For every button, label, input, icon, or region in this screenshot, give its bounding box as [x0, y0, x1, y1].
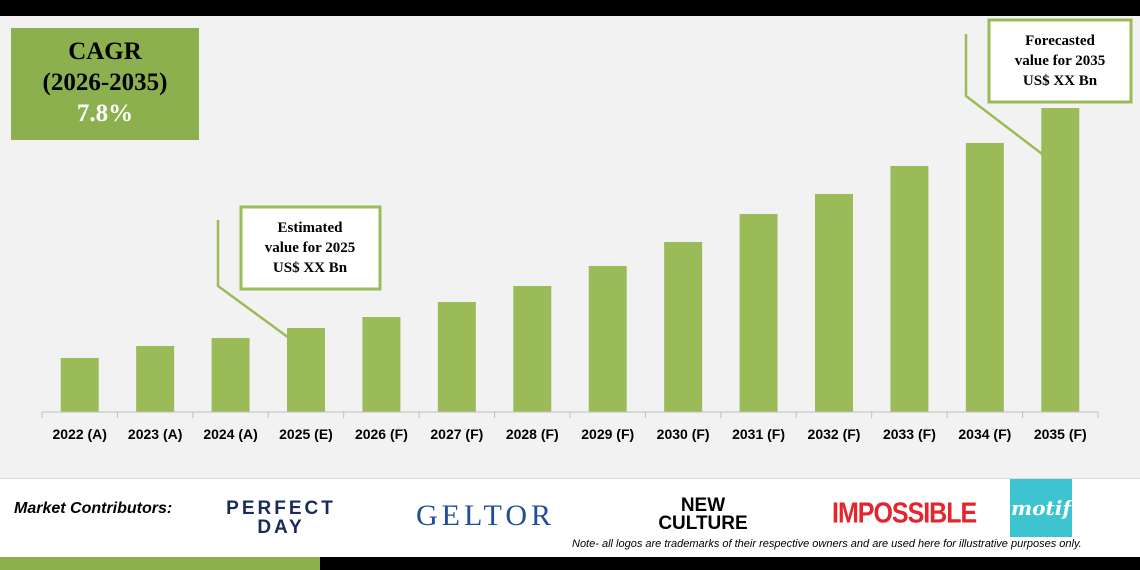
x-ticks-group: [41, 412, 1099, 418]
perfect-day-logo-line-1: PERFECT: [226, 498, 336, 519]
x-tick-label: 2030 (F): [657, 426, 710, 442]
x-tick-label: 2029 (F): [581, 426, 634, 442]
motif-logo: motif: [1010, 479, 1072, 537]
estimated-callout-line-3: US$ XX Bn: [273, 260, 348, 276]
impossible-logo: IMPOSSIBLE: [832, 497, 977, 530]
cagr-period: (2026-2035): [42, 69, 168, 96]
x-tick-labels-group: 2022 (A) 2023 (A) 2024 (A) 2025 (E) 2026 (F)…: [52, 426, 1086, 442]
bar-2028-f: [513, 286, 552, 412]
cagr-title: CAGR: [68, 38, 142, 65]
trademark-note: Note- all logos are trademarks of their …: [572, 538, 1082, 550]
geltor-logo: GELTOR: [416, 499, 556, 532]
bar-2030-f: [664, 242, 703, 412]
x-tick-label: 2026 (F): [355, 426, 408, 442]
x-tick-label: 2032 (F): [808, 426, 861, 442]
market-contributors-strip: Market Contributors: PERFECT DAY GELTOR …: [0, 479, 1140, 557]
cagr-box: CAGR (2026-2035) 7.8%: [11, 28, 199, 140]
forecasted-callout: Forecasted value for 2035 US$ XX Bn: [964, 18, 1133, 161]
estimated-callout-line-1: Estimated: [278, 220, 344, 236]
bar-2029-f: [588, 266, 627, 412]
bar-2035-f: [1041, 108, 1080, 412]
bar-2033-f: [890, 166, 929, 412]
x-tick-label: 2035 (F): [1034, 426, 1087, 442]
x-tick-label: 2028 (F): [506, 426, 559, 442]
x-tick-label: 2025 (E): [279, 426, 333, 442]
x-tick-label: 2023 (A): [128, 426, 182, 442]
new-culture-logo: NEW CULTURE: [658, 495, 748, 534]
x-tick-label: 2033 (F): [883, 426, 936, 442]
forecasted-callout-line-2: value for 2035: [1015, 53, 1106, 69]
x-tick-label: 2027 (F): [430, 426, 483, 442]
top-bar: [0, 0, 1140, 16]
new-culture-logo-line-1: NEW: [680, 495, 726, 516]
estimated-callout-connector: [216, 220, 301, 348]
market-contributors-label: Market Contributors:: [14, 500, 173, 517]
bar-2034-f: [965, 143, 1004, 412]
forecasted-callout-connector: [964, 34, 1051, 161]
bar-2023-a: [136, 346, 175, 412]
bar-2027-f: [437, 302, 476, 412]
bar-2032-f: [815, 194, 853, 412]
x-tick-label: 2034 (F): [958, 426, 1011, 442]
cagr-value: 7.8%: [76, 100, 134, 127]
chart-area: 2022 (A) 2023 (A) 2024 (A) 2025 (E) 2026 (F)…: [0, 16, 1140, 479]
estimated-callout: Estimated value for 2025 US$ XX Bn: [216, 205, 382, 348]
estimated-callout-box: [239, 205, 382, 291]
bar-chart: 2022 (A) 2023 (A) 2024 (A) 2025 (E) 2026 (F)…: [41, 18, 1133, 442]
forecasted-callout-line-1: Forecasted: [1025, 33, 1095, 49]
x-tick-label: 2024 (A): [203, 426, 257, 442]
bar-2024-a: [211, 338, 250, 412]
perfect-day-logo-line-2: DAY: [257, 517, 305, 538]
bar-2022-a: [60, 358, 99, 412]
bar-2031-f: [739, 214, 778, 412]
bar-2026-f: [362, 317, 401, 412]
new-culture-logo-line-2: CULTURE: [658, 513, 748, 534]
x-tick-label: 2022 (A): [52, 426, 106, 442]
forecasted-callout-box: [987, 18, 1133, 104]
bottom-bar-accent: [0, 557, 320, 570]
forecasted-callout-line-3: US$ XX Bn: [1023, 73, 1098, 89]
x-tick-label: 2031 (F): [732, 426, 785, 442]
bars-group: [60, 108, 1080, 412]
perfect-day-logo: PERFECT DAY: [226, 499, 336, 537]
estimated-callout-line-2: value for 2025: [265, 240, 356, 256]
